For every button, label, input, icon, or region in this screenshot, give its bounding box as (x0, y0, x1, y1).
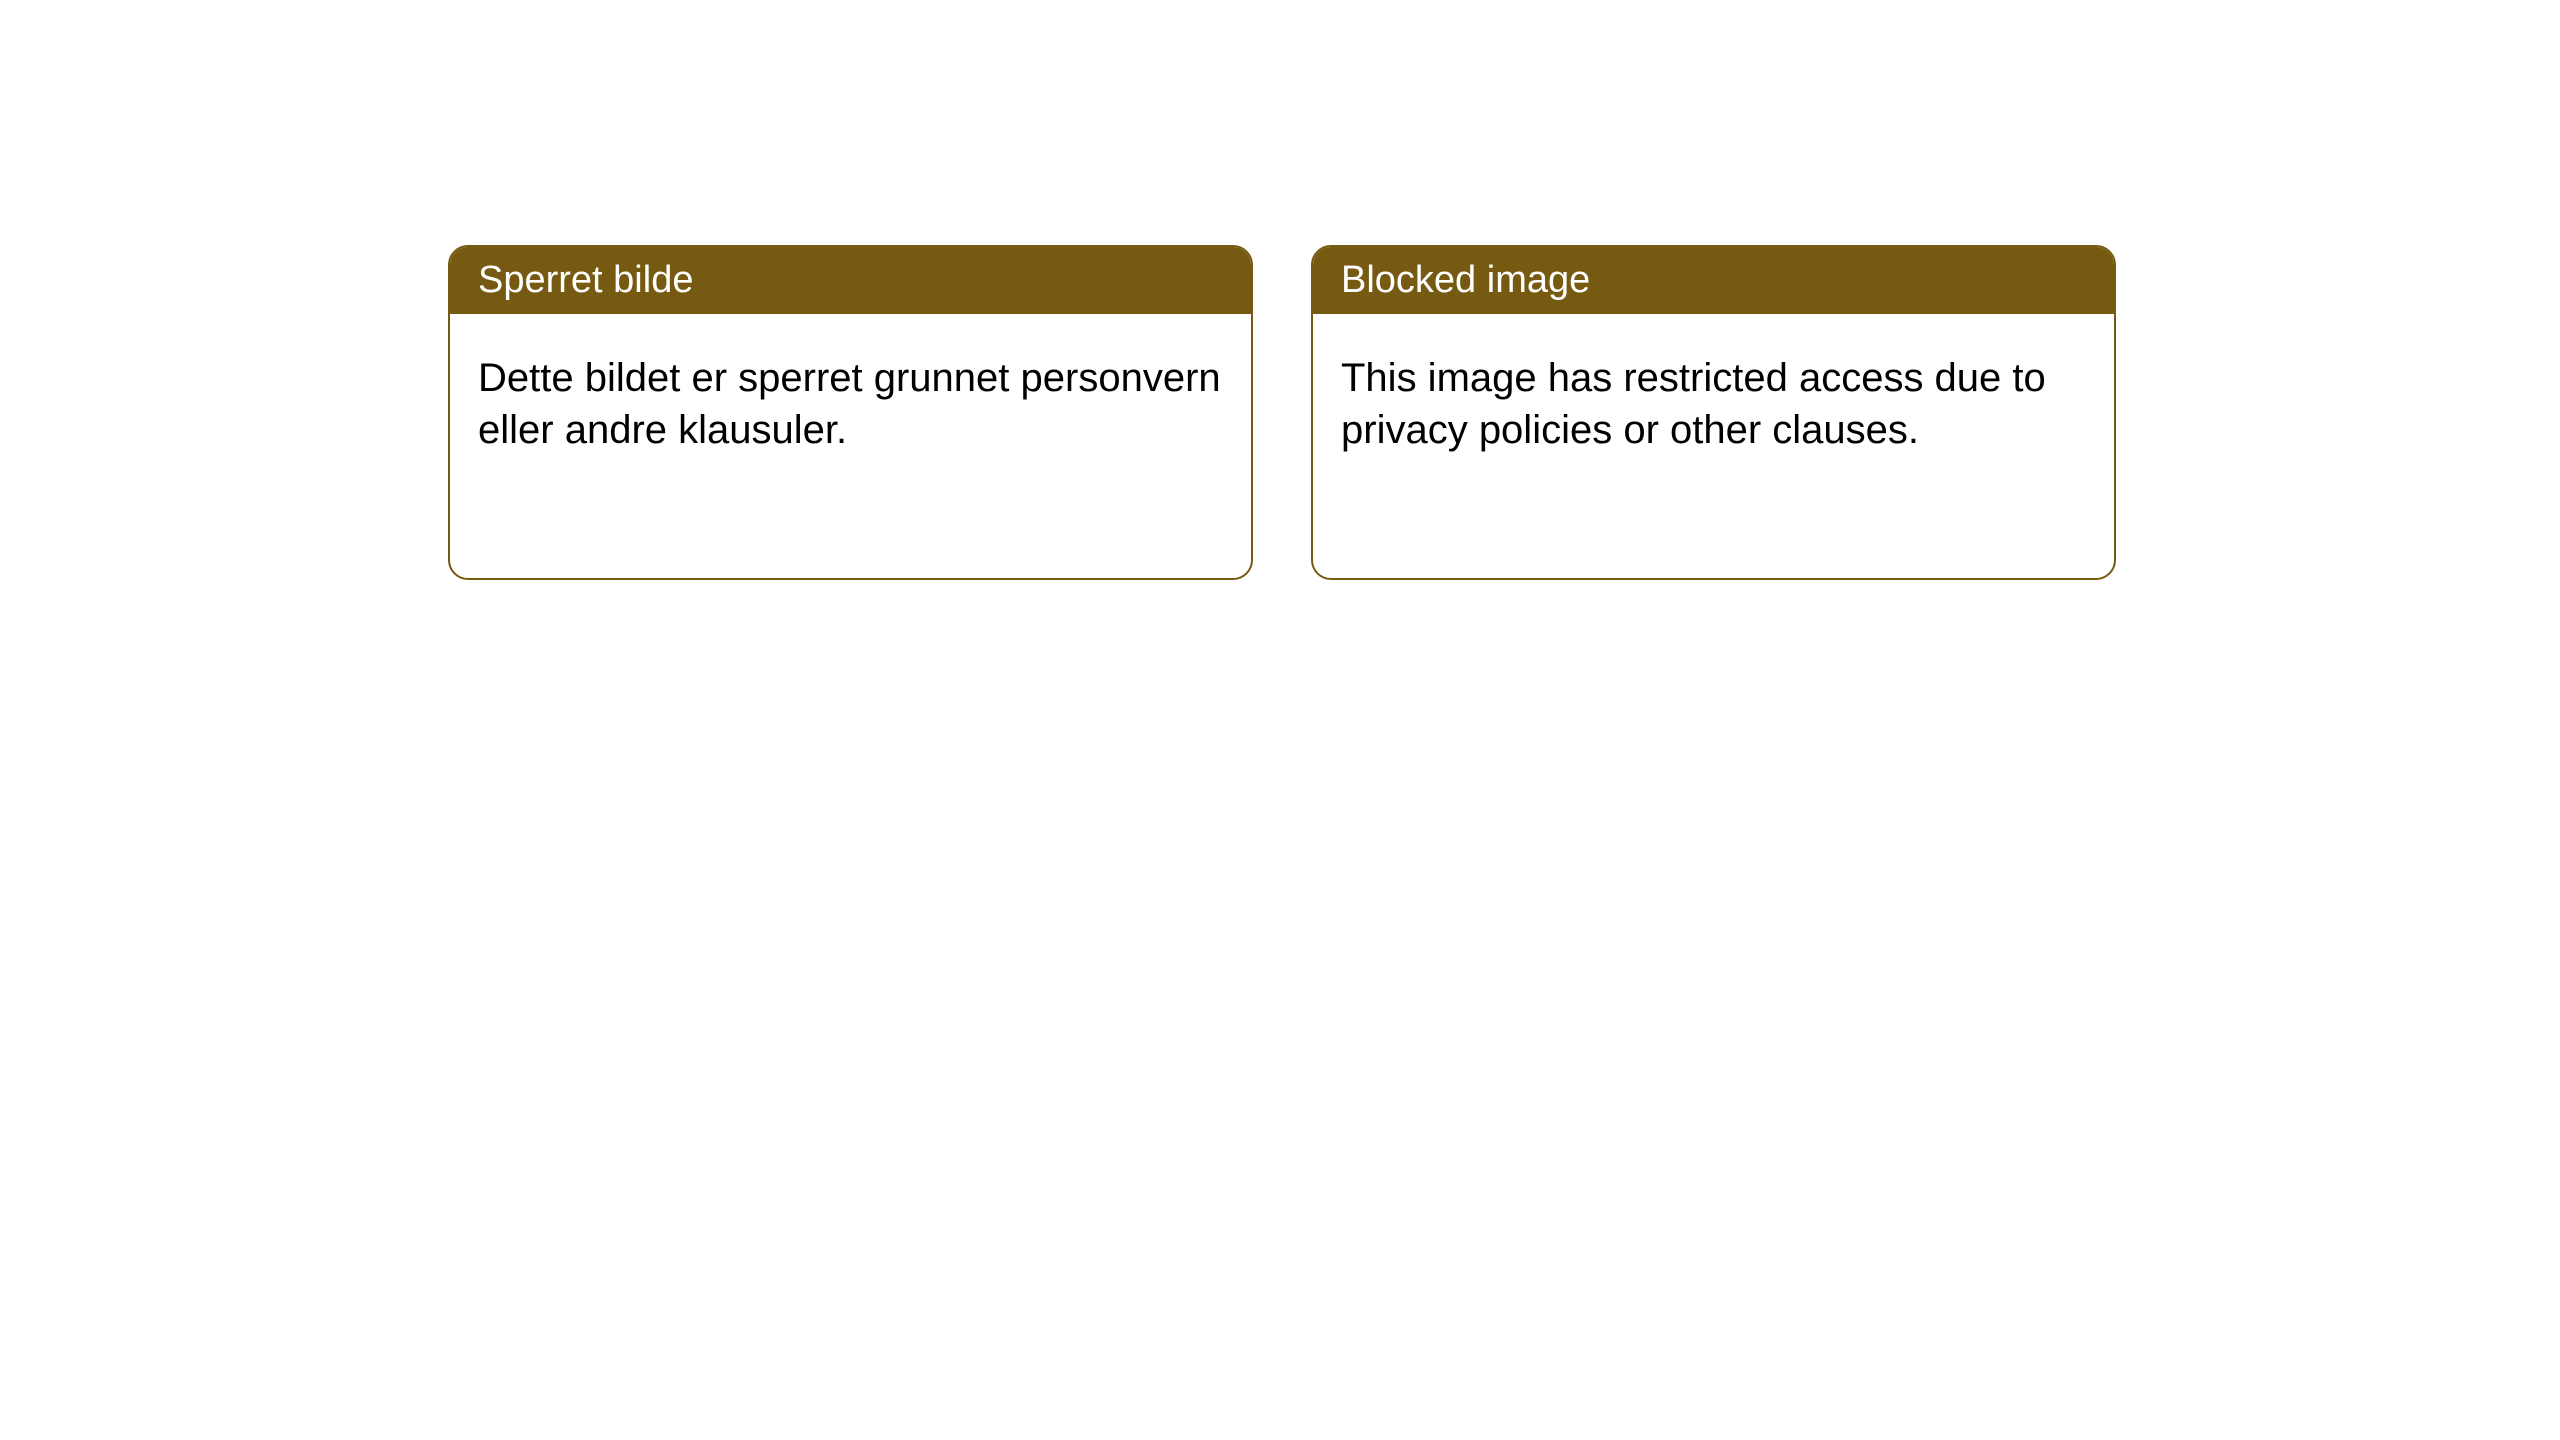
card-header: Blocked image (1313, 247, 2114, 314)
blocked-image-card-norwegian: Sperret bilde Dette bildet er sperret gr… (448, 245, 1253, 580)
card-title: Sperret bilde (478, 259, 693, 301)
card-body-text: Dette bildet er sperret grunnet personve… (478, 356, 1221, 452)
card-header: Sperret bilde (450, 247, 1251, 314)
card-body: Dette bildet er sperret grunnet personve… (450, 314, 1251, 494)
card-title: Blocked image (1341, 259, 1590, 301)
blocked-image-card-english: Blocked image This image has restricted … (1311, 245, 2116, 580)
card-body: This image has restricted access due to … (1313, 314, 2114, 494)
card-body-text: This image has restricted access due to … (1341, 356, 2046, 452)
cards-container: Sperret bilde Dette bildet er sperret gr… (0, 0, 2560, 580)
